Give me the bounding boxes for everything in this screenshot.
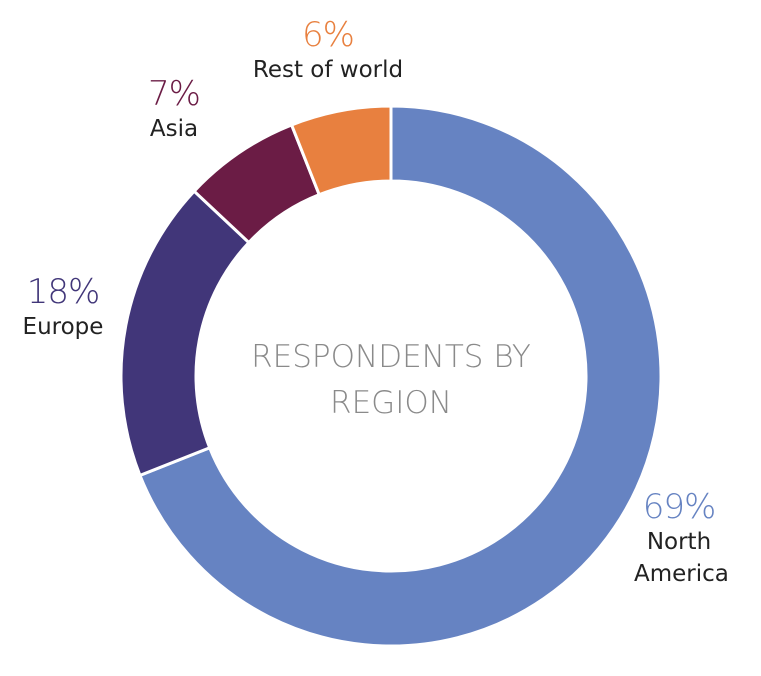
- segment-label: 6% Rest of world: [228, 16, 428, 86]
- donut-segment: [119, 189, 251, 478]
- category-label: Asia: [149, 116, 199, 142]
- segment-label: 69% North America: [634, 487, 729, 590]
- category-label: Europe: [22, 314, 104, 340]
- segment-label: 18% Europe: [0, 273, 133, 343]
- value-label: 6%: [302, 15, 355, 55]
- category-label: Rest of world: [252, 57, 404, 83]
- value-label: 18%: [26, 272, 101, 312]
- value-label: 7%: [148, 74, 201, 114]
- donut-segment: [138, 104, 663, 648]
- chart-title: RESPONDENTS BY REGION: [251, 339, 531, 421]
- category-label: North America: [634, 529, 729, 587]
- value-label: 69%: [642, 487, 717, 527]
- segment-label: 7% Asia: [104, 75, 244, 145]
- donut-segment: [289, 104, 393, 197]
